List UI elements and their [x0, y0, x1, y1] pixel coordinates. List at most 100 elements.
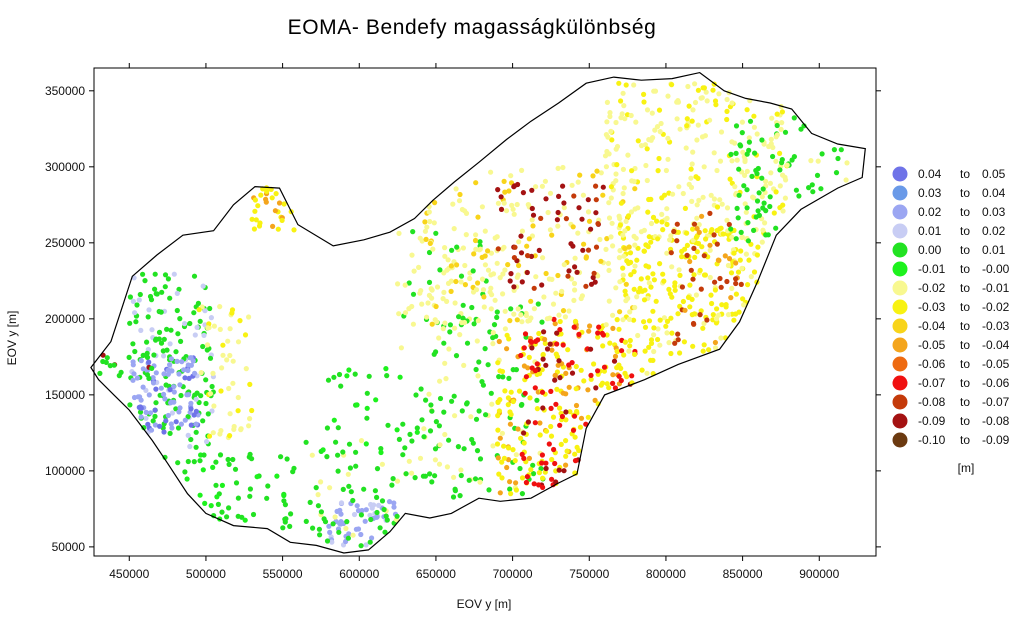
- data-point: [130, 298, 136, 304]
- legend-swatch: [892, 356, 908, 372]
- data-point: [566, 308, 572, 314]
- data-point: [162, 272, 169, 278]
- data-point: [566, 384, 572, 390]
- data-point: [571, 324, 577, 330]
- data-point: [726, 256, 733, 262]
- data-point: [335, 425, 341, 431]
- data-point: [442, 431, 448, 438]
- data-point: [422, 228, 428, 234]
- data-point: [604, 99, 611, 105]
- data-point: [462, 282, 468, 288]
- data-point: [684, 252, 690, 258]
- data-point: [458, 472, 464, 479]
- legend-to-word: to: [960, 433, 970, 447]
- data-point: [733, 236, 739, 242]
- data-point: [665, 135, 671, 141]
- data-point: [690, 226, 696, 232]
- data-point: [608, 234, 614, 240]
- data-point: [672, 340, 678, 346]
- data-point: [548, 405, 554, 411]
- data-point: [595, 221, 601, 227]
- data-point: [367, 539, 373, 545]
- data-point: [516, 388, 523, 394]
- data-point: [440, 326, 446, 332]
- data-point: [168, 421, 174, 427]
- data-point: [206, 321, 212, 327]
- data-point: [204, 439, 210, 445]
- data-point: [184, 476, 190, 482]
- data-point: [744, 168, 750, 174]
- data-point: [497, 275, 503, 281]
- data-point: [335, 468, 341, 474]
- data-point: [733, 280, 739, 287]
- data-point: [416, 264, 422, 270]
- data-point: [657, 317, 663, 323]
- data-point: [576, 331, 582, 337]
- data-point: [345, 471, 351, 477]
- data-point: [232, 466, 239, 472]
- data-point: [211, 403, 217, 409]
- data-point: [352, 371, 358, 377]
- data-point: [714, 204, 721, 210]
- data-point: [428, 286, 434, 292]
- data-point: [510, 206, 516, 212]
- data-point: [703, 89, 709, 95]
- x-tick-label: 650000: [416, 567, 456, 581]
- data-point: [466, 477, 472, 483]
- data-point: [521, 430, 527, 436]
- data-point: [679, 254, 685, 260]
- data-point: [246, 314, 252, 320]
- data-point: [567, 409, 573, 415]
- data-point: [436, 461, 443, 467]
- data-point: [549, 232, 555, 238]
- data-point: [455, 444, 461, 450]
- data-point: [419, 417, 425, 423]
- data-point: [513, 480, 519, 486]
- data-point: [575, 179, 581, 185]
- data-point: [250, 511, 257, 518]
- data-point: [747, 118, 754, 124]
- data-point: [235, 408, 241, 414]
- data-point: [158, 385, 164, 391]
- data-point: [576, 447, 582, 454]
- data-point: [810, 189, 816, 195]
- data-point: [138, 327, 144, 333]
- data-point: [332, 514, 338, 520]
- data-point: [754, 131, 760, 137]
- data-point: [502, 388, 508, 394]
- data-point: [543, 270, 549, 277]
- data-point: [540, 475, 546, 481]
- data-point: [281, 492, 287, 499]
- data-point: [486, 487, 492, 493]
- data-point: [523, 374, 530, 380]
- data-point: [500, 271, 506, 277]
- data-point: [552, 377, 558, 383]
- data-point: [808, 158, 814, 164]
- data-point: [641, 248, 648, 254]
- data-point: [574, 269, 580, 275]
- data-point: [651, 348, 657, 355]
- data-point: [767, 203, 773, 210]
- data-point: [521, 440, 527, 446]
- data-point: [433, 349, 439, 355]
- data-point: [406, 280, 412, 286]
- data-point: [571, 297, 577, 303]
- data-point: [601, 364, 608, 370]
- data-point: [167, 430, 173, 436]
- data-point: [674, 99, 680, 105]
- data-point: [632, 304, 638, 311]
- data-point: [635, 205, 641, 211]
- data-point: [498, 206, 505, 212]
- data-point: [655, 336, 661, 343]
- data-point: [701, 253, 707, 259]
- data-point: [744, 205, 750, 211]
- data-point: [449, 247, 455, 253]
- data-point: [621, 185, 627, 191]
- data-point: [679, 248, 685, 254]
- data-point: [552, 372, 558, 378]
- data-point: [343, 525, 349, 532]
- data-point: [763, 208, 769, 214]
- data-point: [157, 423, 163, 429]
- data-point: [743, 251, 750, 257]
- data-point: [273, 191, 279, 197]
